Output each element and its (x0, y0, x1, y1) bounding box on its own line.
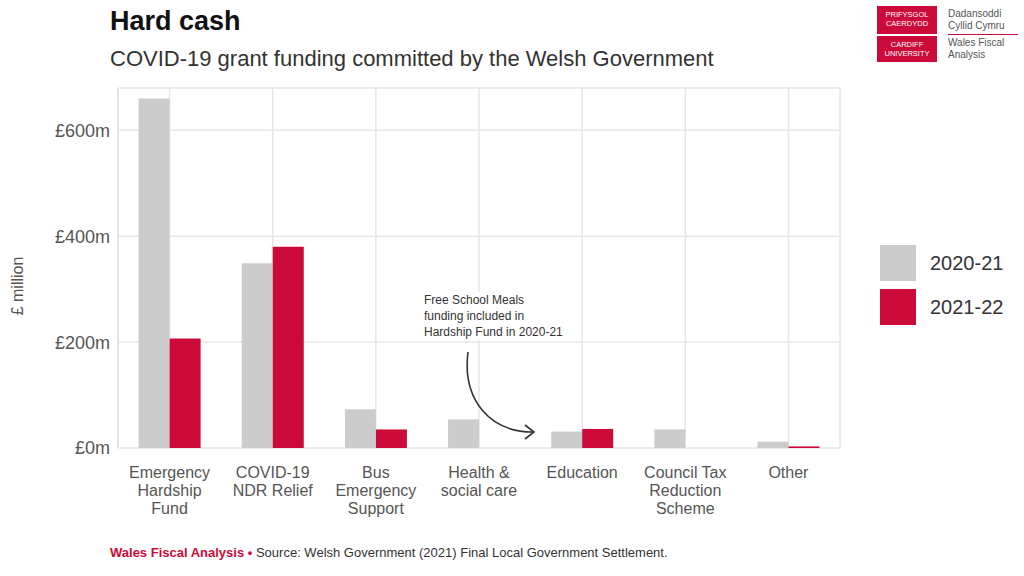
svg-text:Other: Other (768, 464, 809, 481)
html-text:CARDIFF UNIVERSITY: CARDIFF UNIVERSITY (884, 40, 930, 58)
svg-text:EmergencyHardshipFund: EmergencyHardshipFund (129, 464, 210, 517)
svg-text:£400m: £400m (55, 227, 110, 247)
svg-text:£200m: £200m (55, 333, 110, 353)
svg-text:COVID-19NDR Relief: COVID-19NDR Relief (233, 464, 314, 499)
html-text:PRIFYSGOL CAERDYDD: PRIFYSGOL CAERDYDD (885, 10, 929, 28)
html-text:Free School Meals funding incl: Free School Meals funding included in Ha… (424, 293, 563, 339)
svg-text:Education: Education (547, 464, 618, 481)
html-text:Wales Fiscal Analysis • Source: Wales Fiscal Analysis • Source: Welsh Go… (110, 545, 668, 560)
svg-text:Health &social care: Health &social care (441, 464, 518, 499)
html-text:2020-21: 2020-21 (930, 251, 1004, 274)
html-text:Wales Fiscal Analysis: Wales Fiscal Analysis (948, 37, 1005, 60)
html-text:Hard cash: Hard cash (110, 6, 241, 36)
svg-text:£0m: £0m (75, 438, 110, 458)
svg-text:£600m: £600m (55, 121, 110, 141)
html-text:2021-22: 2021-22 (930, 295, 1004, 318)
html-text:£ million: £ million (9, 256, 26, 316)
svg-text:Council TaxReductionScheme: Council TaxReductionScheme (644, 464, 726, 517)
html-text:Dadansoddi Cyllid Cymru: Dadansoddi Cyllid Cymru (948, 8, 1005, 31)
svg-text:BusEmergencySupport: BusEmergencySupport (335, 464, 416, 517)
html-text:COVID-19 grant funding committ: COVID-19 grant funding committed by the … (110, 46, 714, 71)
